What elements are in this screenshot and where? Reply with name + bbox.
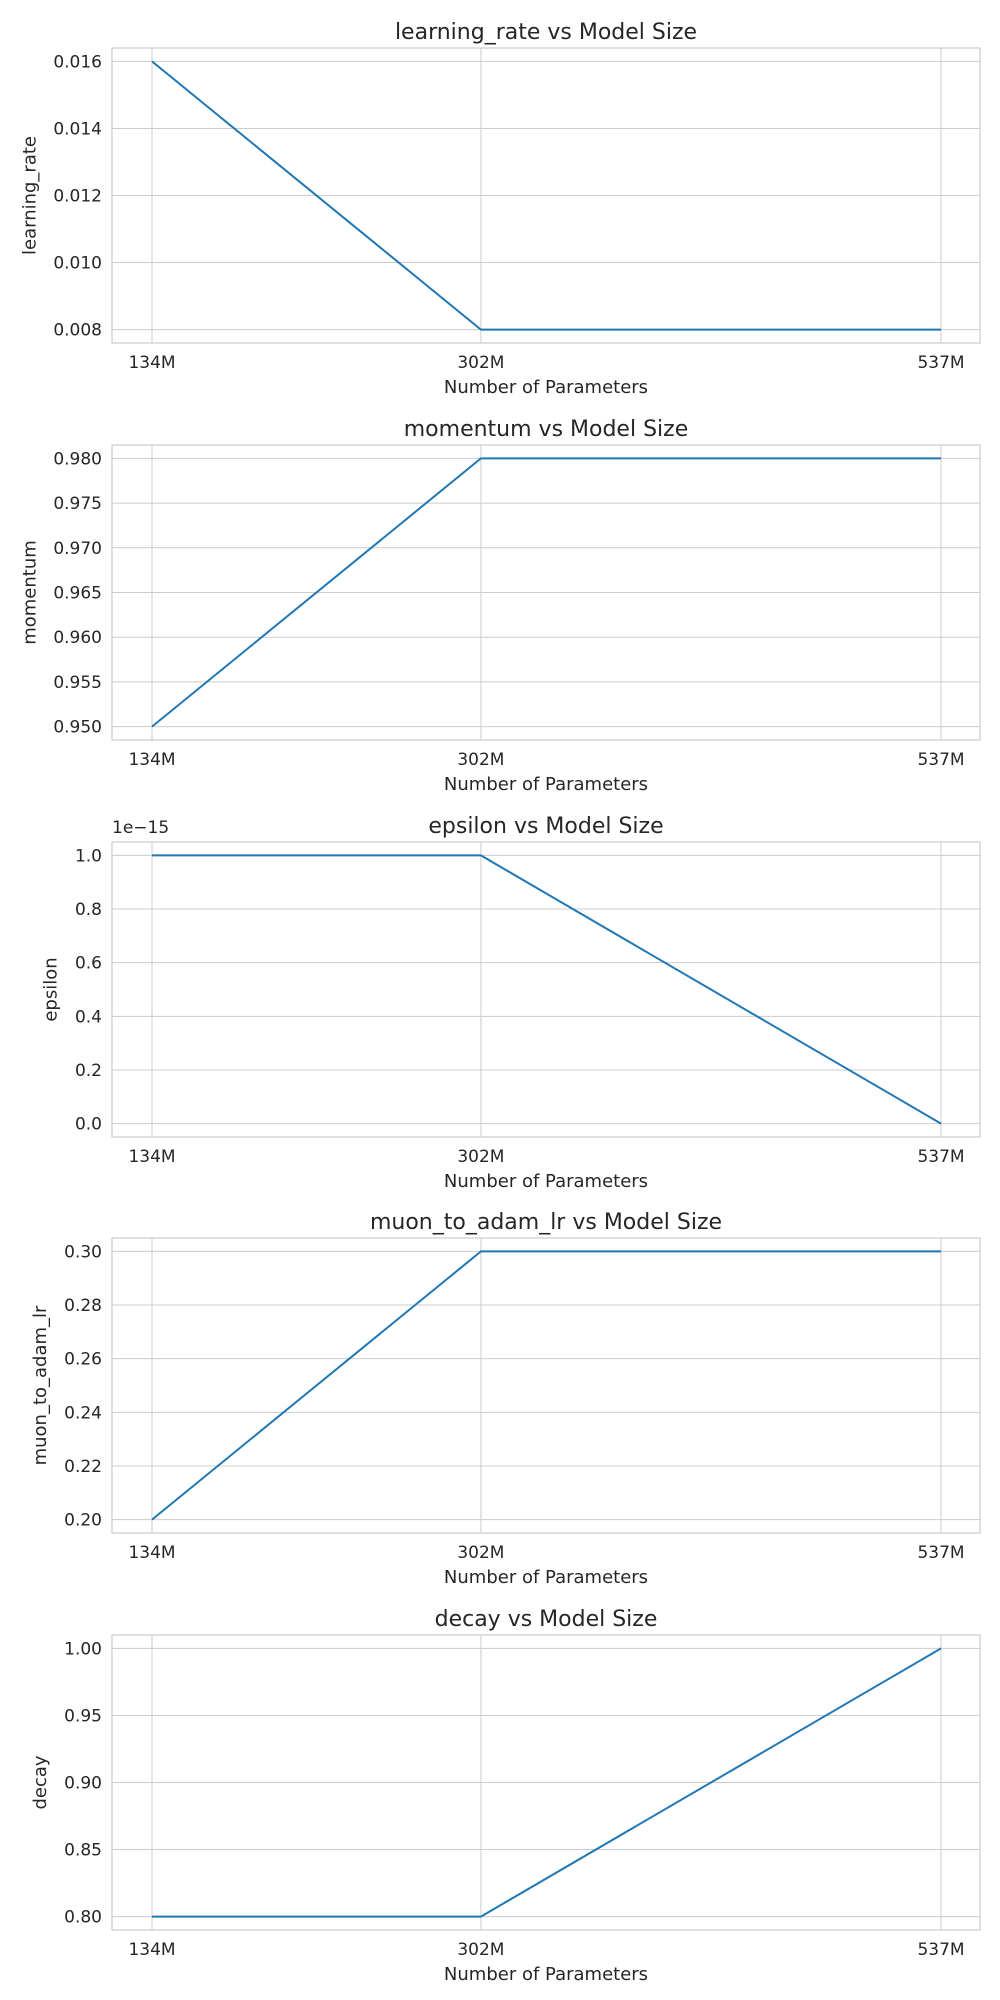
x-tick-label: 302M	[457, 1940, 504, 1960]
y-axis-label: decay	[30, 1755, 51, 1809]
y-tick-label: 0.85	[64, 1841, 102, 1861]
y-tick-label: 0.8	[75, 900, 102, 920]
x-tick-label: 134M	[128, 750, 175, 770]
x-axis-label: Number of Parameters	[444, 1567, 648, 1588]
y-offset-label: 1e−15	[112, 818, 169, 838]
y-tick-label: 0.014	[53, 119, 102, 139]
plot-area	[112, 842, 980, 1137]
y-tick-label: 0.26	[64, 1350, 102, 1370]
y-tick-label: 0.22	[64, 1457, 102, 1477]
chart-4: 0.20 0.22 0.24 0.26 0.28 0.30 134M 302M 537M muon…	[30, 1210, 981, 1588]
plot-frame	[111, 1634, 981, 1931]
y-tick-label: 0.90	[64, 1774, 102, 1794]
y-tick-label: 0.0	[75, 1115, 102, 1135]
y-tick-label: 0.28	[64, 1296, 102, 1316]
x-axis-label: Number of Parameters	[444, 774, 648, 795]
y-tick-label: 0.980	[53, 449, 102, 469]
y-tick-label: 0.80	[64, 1908, 102, 1928]
y-tick-label: 0.970	[53, 539, 102, 559]
x-tick-label: 302M	[457, 353, 504, 373]
y-tick-label: 0.4	[75, 1007, 102, 1027]
plot-frame	[111, 841, 981, 1138]
x-tick-label: 302M	[457, 1147, 504, 1167]
y-tick-label: 1.0	[75, 846, 102, 866]
y-tick-label: 0.012	[53, 187, 102, 207]
chart-title: epsilon vs Model Size	[428, 814, 663, 839]
y-tick-label: 0.20	[64, 1511, 102, 1531]
plot-frame	[111, 47, 981, 344]
chart-title: momentum vs Model Size	[404, 417, 688, 442]
x-tick-label: 537M	[917, 1940, 964, 1960]
y-tick-label: 1.00	[64, 1639, 102, 1659]
x-tick-label: 134M	[128, 353, 175, 373]
chart-1: 0.008 0.010 0.012 0.014 0.016 134M 302M 537M lea…	[20, 20, 981, 398]
y-tick-label: 0.008	[53, 321, 102, 341]
x-axis-label: Number of Parameters	[444, 377, 648, 398]
y-axis-label: muon_to_adam_lr	[30, 1305, 51, 1465]
y-tick-label: 0.016	[53, 52, 102, 72]
x-tick-label: 134M	[128, 1543, 175, 1563]
y-tick-label: 0.24	[64, 1403, 102, 1423]
y-tick-label: 0.6	[75, 954, 102, 974]
plot-frame	[111, 444, 981, 741]
y-tick-label: 0.965	[53, 584, 102, 604]
y-tick-label: 0.950	[53, 718, 102, 738]
chart-5: 0.80 0.85 0.90 0.95 1.00 134M 302M 537M decay vs…	[30, 1607, 981, 1985]
x-tick-label: 302M	[457, 750, 504, 770]
x-tick-label: 302M	[457, 1543, 504, 1563]
y-axis-label: momentum	[20, 540, 41, 645]
y-axis-label: learning_rate	[20, 136, 41, 255]
y-tick-label: 0.2	[75, 1061, 102, 1081]
x-tick-label: 537M	[917, 750, 964, 770]
x-tick-label: 537M	[917, 353, 964, 373]
y-tick-label: 0.010	[53, 254, 102, 274]
y-tick-label: 0.960	[53, 628, 102, 648]
y-tick-label: 0.975	[53, 494, 102, 514]
x-axis-label: Number of Parameters	[444, 1964, 648, 1985]
y-axis-label: epsilon	[41, 957, 62, 1021]
x-axis-label: Number of Parameters	[444, 1171, 648, 1192]
y-tick-label: 0.30	[64, 1242, 102, 1262]
x-tick-label: 537M	[917, 1147, 964, 1167]
y-tick-label: 0.95	[64, 1706, 102, 1726]
x-tick-label: 537M	[917, 1543, 964, 1563]
chart-title: decay vs Model Size	[435, 1607, 658, 1632]
chart-2: 0.950 0.955 0.960 0.965 0.970 0.975 0.980 134M 3…	[20, 417, 981, 795]
y-tick-label: 0.955	[53, 673, 102, 693]
plot-area	[112, 1238, 980, 1533]
x-tick-label: 134M	[128, 1147, 175, 1167]
chart-3: 0.0 0.2 0.4 0.6 0.8 1.0 134M 302M 537M epsilon vs…	[41, 814, 981, 1192]
plot-frame	[111, 1237, 981, 1534]
x-tick-label: 134M	[128, 1940, 175, 1960]
chart-title: learning_rate vs Model Size	[395, 20, 697, 45]
chart-title: muon_to_adam_lr vs Model Size	[370, 1210, 722, 1235]
